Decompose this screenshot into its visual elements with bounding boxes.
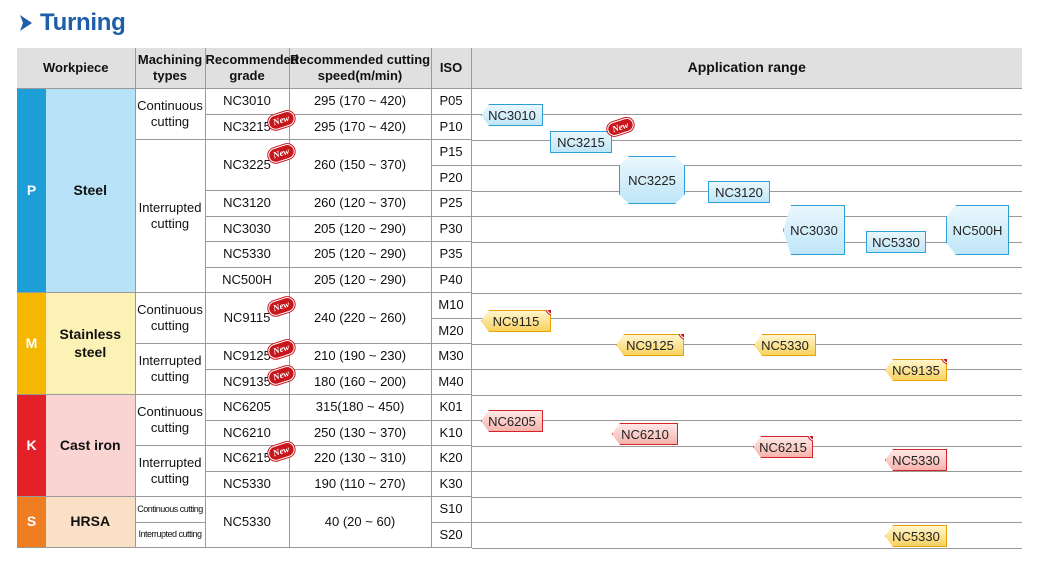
header-application: Application range [471, 48, 1023, 89]
iso-cell: M30 [431, 343, 472, 370]
grade-cell: NC6215 New [205, 440, 297, 472]
speed-cell: 205 (120 ~ 290) [289, 216, 432, 242]
header-machining: Machining types [135, 48, 206, 89]
speed-cell: 260 (150 ~ 370) [289, 139, 432, 191]
header-iso: ISO [431, 48, 472, 89]
grade-cell: NC9115 New [205, 292, 297, 344]
iso-cell: P10 [431, 114, 472, 140]
iso-cell: K30 [431, 471, 472, 497]
iso-cell: P20 [431, 165, 472, 191]
speed-cell: 190 (110 ~ 270) [289, 471, 432, 497]
application-range-area [471, 88, 1023, 548]
iso-cell: K01 [431, 394, 472, 421]
iso-cell: S10 [431, 496, 472, 523]
speed-cell: 295 (170 ~ 420) [289, 114, 432, 140]
speed-cell: 220 (130 ~ 310) [289, 445, 432, 472]
category-s: S [17, 496, 46, 548]
header-workpiece: Workpiece [17, 48, 136, 89]
grade-cell: NC5330 [205, 241, 290, 268]
speed-cell: 210 (190 ~ 230) [289, 343, 432, 370]
iso-cell: P40 [431, 267, 472, 293]
speed-cell: 40 (20 ~ 60) [289, 496, 432, 548]
machining-type: Interrupted cutting [135, 445, 206, 497]
chevron-right-icon [20, 15, 32, 31]
workpiece-cast-iron: Cast iron [46, 394, 136, 497]
workpiece-hrsa: HRSA [46, 496, 136, 548]
iso-cell: K20 [431, 445, 472, 472]
header-grade: Recommended grade [205, 48, 299, 89]
iso-cell: P25 [431, 190, 472, 217]
iso-cell: P35 [431, 241, 472, 268]
speed-cell: 205 (120 ~ 290) [289, 267, 432, 293]
grade-cell: NC3030 [205, 216, 290, 242]
machining-type: Interrupted cutting [135, 139, 206, 293]
speed-cell: 260 (120 ~ 370) [289, 190, 432, 217]
iso-cell: P15 [431, 139, 472, 166]
workpiece-stainless-steel: Stainless steel [46, 292, 136, 395]
page-title: Turning [40, 9, 126, 36]
machining-type: Interrupted cutting [135, 522, 206, 548]
grade-cell: NC3120 [205, 190, 290, 217]
machining-type: Continuous cutting [135, 88, 206, 140]
speed-cell: 205 (120 ~ 290) [289, 241, 432, 268]
category-k: K [17, 394, 46, 497]
iso-cell: M20 [431, 318, 472, 344]
speed-cell: 295 (170 ~ 420) [289, 88, 432, 115]
iso-cell: M40 [431, 369, 472, 395]
iso-cell: M10 [431, 292, 472, 319]
speed-cell: 240 (220 ~ 260) [289, 292, 432, 344]
grade-cell: NC5330 [205, 471, 290, 497]
grade-cell: NC3225 New [205, 139, 297, 191]
iso-cell: K10 [431, 420, 472, 446]
category-m: M [17, 292, 46, 395]
grade-cell: NC6210 [205, 420, 290, 446]
category-p: P [17, 88, 46, 293]
grade-cell: NC3010 [205, 88, 290, 115]
section-title: Turning [18, 6, 126, 40]
header-speed: Recommended cutting speed(m/min) [289, 48, 432, 89]
speed-cell: 180 (160 ~ 200) [289, 369, 432, 395]
machining-type: Continuous cutting [135, 292, 206, 344]
iso-cell: P05 [431, 88, 472, 115]
machining-type: Interrupted cutting [135, 343, 206, 395]
grade-cell: NC9135 New [205, 363, 297, 395]
speed-cell: 315(180 ~ 450) [289, 394, 432, 421]
grade-cell: NC5330 [205, 496, 290, 548]
grade-cell: NC9125 New [205, 338, 297, 370]
machining-type: Continuous cutting [135, 496, 206, 523]
iso-cell: S20 [431, 522, 472, 548]
turning-grade-table: Workpiece Machining types Recommended gr… [17, 48, 1023, 548]
grade-cell: NC3215 New [205, 108, 297, 140]
workpiece-steel: Steel [46, 88, 136, 293]
grade-cell: NC500H [205, 267, 290, 293]
iso-cell: P30 [431, 216, 472, 242]
speed-cell: 250 (130 ~ 370) [289, 420, 432, 446]
machining-type: Continuous cutting [135, 394, 206, 446]
grade-cell: NC6205 [205, 394, 290, 421]
